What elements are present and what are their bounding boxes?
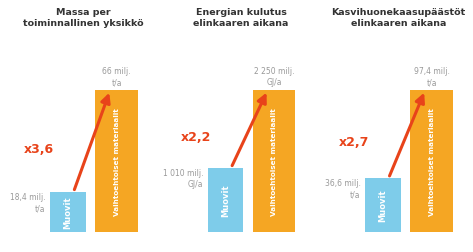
Text: Muovit: Muovit — [63, 196, 73, 228]
Text: x2,2: x2,2 — [181, 131, 211, 144]
Text: 66 milj.
t/a: 66 milj. t/a — [102, 67, 131, 87]
Text: Massa per
toiminnallinen yksikkö: Massa per toiminnallinen yksikkö — [23, 8, 144, 27]
Bar — [95, 91, 138, 232]
Text: 18,4 milj.
t/a: 18,4 milj. t/a — [10, 193, 45, 212]
Bar — [50, 193, 86, 232]
Text: x2,7: x2,7 — [339, 136, 369, 149]
Bar — [208, 169, 244, 232]
Text: 97,4 milj.
t/a: 97,4 milj. t/a — [414, 67, 449, 87]
Text: 1 010 milj.
GJ/a: 1 010 milj. GJ/a — [163, 169, 203, 188]
Text: Vaihtoehtoiset materiaalit: Vaihtoehtoiset materiaalit — [114, 108, 120, 215]
Text: Muovit: Muovit — [378, 189, 388, 222]
Text: Vaihtoehtoiset materiaalit: Vaihtoehtoiset materiaalit — [429, 108, 435, 215]
Text: Energian kulutus
elinkaaren aikana: Energian kulutus elinkaaren aikana — [193, 8, 289, 27]
Text: 2 250 milj.
GJ/a: 2 250 milj. GJ/a — [254, 67, 294, 87]
Text: x3,6: x3,6 — [24, 143, 54, 156]
Bar — [411, 91, 453, 232]
Text: 36,6 milj.
t/a: 36,6 milj. t/a — [325, 179, 361, 199]
Bar — [253, 91, 295, 232]
Text: Muovit: Muovit — [221, 184, 230, 216]
Text: Vaihtoehtoiset materiaalit: Vaihtoehtoiset materiaalit — [271, 108, 277, 215]
Bar — [366, 179, 401, 232]
Text: Kasvihuonekaasupäästöt
elinkaaren aikana: Kasvihuonekaasupäästöt elinkaaren aikana — [332, 8, 465, 27]
